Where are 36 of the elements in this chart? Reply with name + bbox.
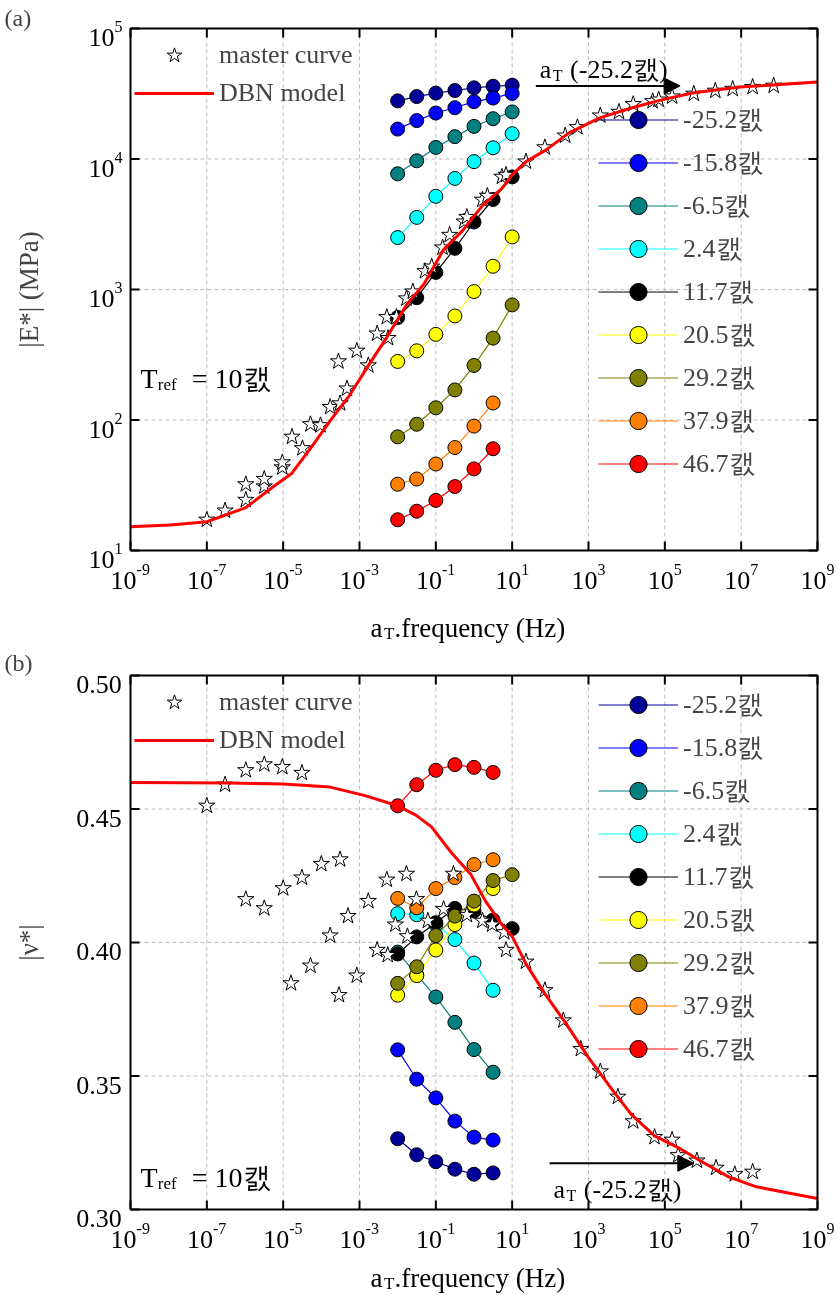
y-axis-title: |E*| (MPa) [13,231,44,348]
legend-label: 46.7캜 [683,447,755,480]
legend-label: DBN model [219,724,346,756]
legend-label: 2.4캜 [683,818,742,850]
legend-label: 11.7캜 [683,861,754,893]
legend-label: 20.5캜 [683,318,755,351]
y-tick-label: 0.35 [76,1070,122,1100]
y-tick-label: 0.40 [76,937,122,966]
annotation: Tref = 10캜 [140,1161,271,1194]
x-axis-title: aT.frequency (Hz) [370,1262,566,1293]
legend-label: -6.5캜 [683,189,751,222]
legend-label: 20.5캜 [683,904,755,936]
x-axis-title: aT.frequency (Hz) [370,612,566,643]
legend-label: master curve [219,39,353,71]
legend-label: 46.7캜 [683,1033,755,1065]
legend-label: DBN model [219,77,346,109]
y-tick-label: 0.50 [76,670,122,699]
legend-label: 29.2캜 [683,947,755,979]
chart-title: (b) [4,649,33,676]
chart-title: (a) [4,4,32,31]
annotation: aT (-25.2캜) [539,55,668,85]
annotation: Tref = 10캜 [140,362,271,394]
legend-label: master curve [219,686,353,718]
legend-label: 11.7캜 [683,275,754,308]
legend-label: 37.9캜 [683,404,755,437]
legend-label: 2.4캜 [683,232,742,265]
legend-label: -15.8캜 [683,732,764,764]
y-tick-label: 0.45 [76,803,122,833]
y-axis-title: |ν*| [13,924,44,961]
annotation: aT (-25.2캜) [553,1174,682,1204]
legend-label: 37.9캜 [683,990,755,1022]
legend-label: -6.5캜 [683,775,751,807]
legend-label: -25.2캜 [683,689,764,721]
legend-label: 29.2캜 [683,361,755,394]
legend-label: -25.2캜 [683,103,764,136]
legend-label: -15.8캜 [683,146,764,179]
